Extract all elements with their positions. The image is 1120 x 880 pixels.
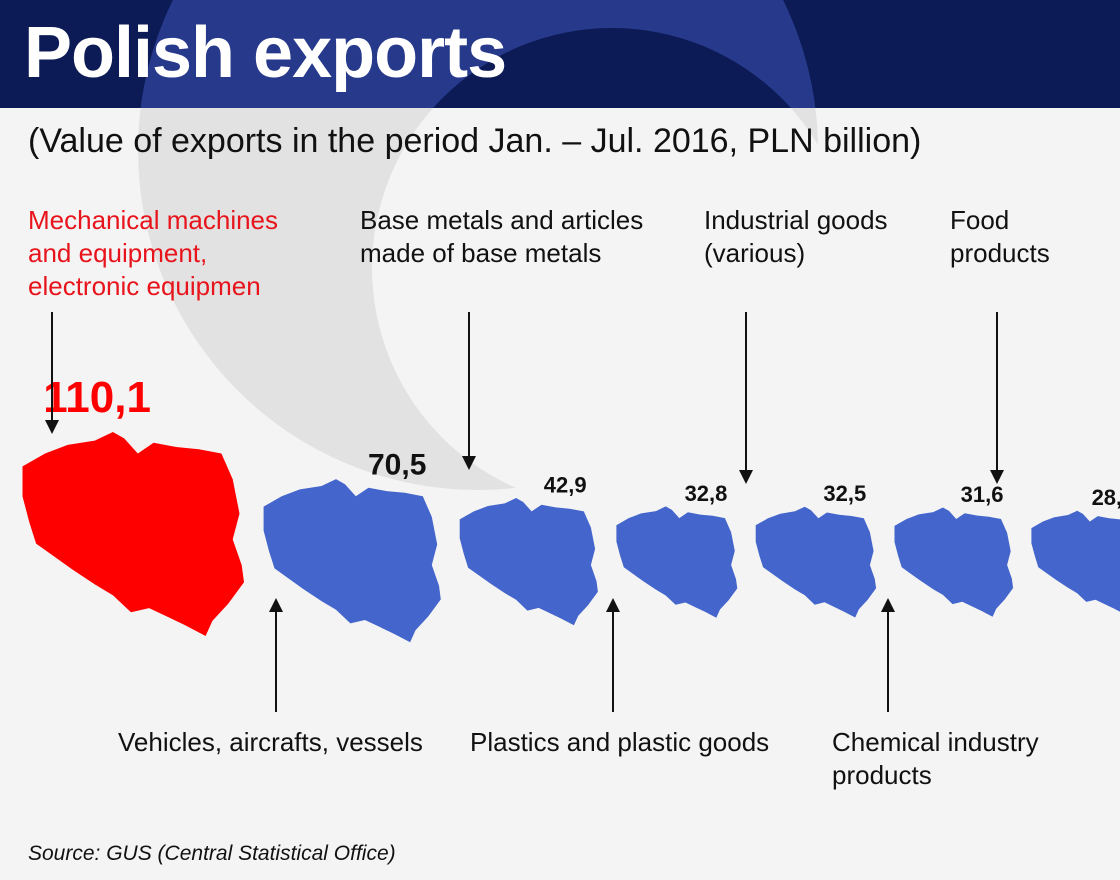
chart-subtitle: (Value of exports in the period Jan. – J… <box>28 122 922 160</box>
page-title: Polish exports <box>24 13 507 93</box>
header-banner: Polish exports <box>0 0 1120 108</box>
value-label-plastics: 32,8 <box>685 481 728 506</box>
header-logo-ring <box>140 0 816 108</box>
export-map-industrial-goods <box>755 506 877 618</box>
category-label-machines: Mechanical machines and equipment, elect… <box>28 205 279 301</box>
arrow-head-vehicles <box>269 598 283 612</box>
value-label-chemical: 31,6 <box>961 482 1004 507</box>
export-map-vehicles <box>263 479 441 643</box>
arrow-head-industrial-goods <box>739 470 753 484</box>
value-label-industrial-goods: 32,5 <box>823 481 866 506</box>
arrow-head-chemical <box>881 598 895 612</box>
value-label-machines: 110,1 <box>43 373 151 422</box>
export-map-plastics <box>616 506 738 618</box>
export-map-chemical <box>894 507 1014 617</box>
arrow-head-machines <box>45 420 59 434</box>
value-label-vehicles: 70,5 <box>368 449 426 482</box>
export-map-machines <box>22 432 244 636</box>
arrow-head-plastics <box>606 598 620 612</box>
category-label-vehicles: Vehicles, aircrafts, vessels <box>118 727 423 757</box>
arrow-head-base-metals <box>462 456 476 470</box>
value-label-food: 28,2 <box>1092 485 1120 510</box>
export-map-food <box>1031 510 1120 612</box>
category-label-base-metals: Base metals and articles made of base me… <box>360 205 644 268</box>
source-note: Source: GUS (Central Statistical Office) <box>28 842 396 865</box>
category-label-chemical: Chemical industry products <box>832 727 1039 790</box>
category-label-plastics: Plastics and plastic goods <box>470 727 770 757</box>
category-label-industrial-goods: Industrial goods (various) <box>704 205 888 268</box>
export-map-base-metals <box>459 498 598 626</box>
category-label-food: Food products <box>950 205 1050 268</box>
value-label-base-metals: 42,9 <box>544 473 587 498</box>
arrow-head-food <box>990 470 1004 484</box>
